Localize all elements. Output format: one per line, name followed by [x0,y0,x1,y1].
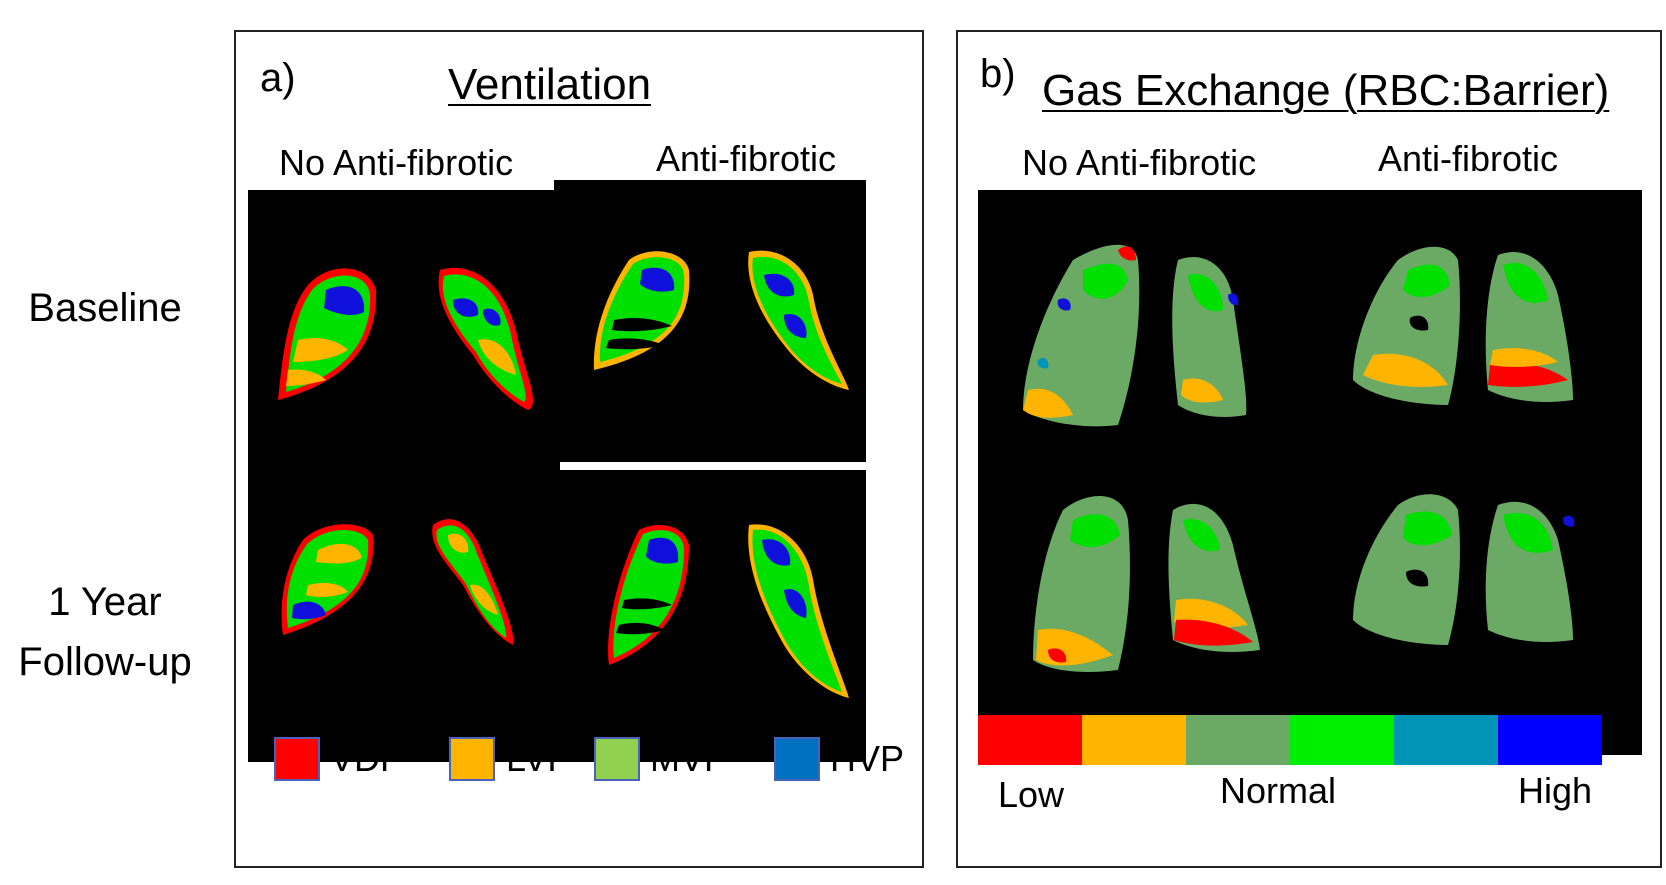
colorbar-segment-3 [1186,715,1290,765]
vent-lung-followup-right [432,519,514,645]
panel-b-col-antifibrotic: Anti-fibrotic [1378,138,1559,179]
colorbar-segment-2 [1082,715,1186,765]
gas-lung-followup-right [1168,503,1260,652]
legend-swatch-hvp [774,737,820,781]
panel-b-label: b) [980,52,1016,96]
colorbar-label-high: High [1518,770,1593,811]
gas-exchange-image [978,190,1642,755]
colorbar-label-low: Low [998,774,1065,815]
ventilation-image-no-antifibrotic [248,190,560,762]
panel-gas-exchange: b) Gas Exchange (RBC:Barrier) No Anti-fi… [956,30,1662,868]
colorbar-segment-5 [1394,715,1498,765]
vent-lung-baseline-right [438,267,534,410]
vent-lung-af-followup-right [748,524,849,698]
row-label-followup-line2: Follow-up [18,640,192,684]
legend-swatch-lvp [449,737,495,781]
colorbar-label-normal: Normal [1220,770,1337,811]
panel-b-col-no-antifibrotic: No Anti-fibrotic [1022,142,1257,183]
legend-swatch-vdp [274,737,320,781]
gas-lung-af-followup-left [1353,494,1460,645]
gas-lung-af-baseline-right [1485,251,1573,402]
colorbar-segment-1 [978,715,1082,765]
panel-ventilation: a) Ventilation No Anti-fibrotic Anti-fib… [234,30,924,868]
colorbar-segment-6 [1498,715,1602,765]
gas-lung-followup-left [1033,496,1130,672]
legend-label-vdp: VDP [330,738,405,779]
colorbar-segment-4 [1290,715,1394,765]
gas-lung-af-followup-right [1485,501,1575,642]
gas-exchange-colorbar [978,715,1602,765]
row-label-followup: 1 Year Follow-up [0,572,210,692]
ventilation-legend: VDP LVP MVP HVP [274,737,904,787]
panel-a-col-antifibrotic: Anti-fibrotic [656,138,837,179]
vent-lung-af-followup-left [608,525,689,665]
ventilation-image-antifibrotic-baseline [554,180,866,462]
gas-lung-baseline-right [1172,256,1247,417]
legend-label-hvp: HVP [830,738,905,779]
gas-lung-baseline-left [1023,244,1140,427]
ventilation-image-antifibrotic-followup [554,470,866,762]
legend-swatch-mvp [594,737,640,781]
legend-label-mvp: MVP [650,738,729,779]
vent-lung-af-baseline-right [748,250,849,390]
row-label-followup-line1: 1 Year [48,580,162,624]
panel-a-label: a) [260,56,296,100]
row-label-baseline: Baseline [28,286,182,330]
panel-a-col-no-antifibrotic: No Anti-fibrotic [279,142,514,183]
vent-lung-followup-left [281,524,374,635]
legend-label-lvp: LVP [506,738,572,779]
vent-lung-baseline-left [278,268,377,400]
vent-lung-af-baseline-left [593,251,690,370]
panel-b-title: Gas Exchange (RBC:Barrier) [1042,66,1610,115]
panel-a-title: Ventilation [448,60,652,109]
gas-lung-af-baseline-left [1353,246,1460,405]
